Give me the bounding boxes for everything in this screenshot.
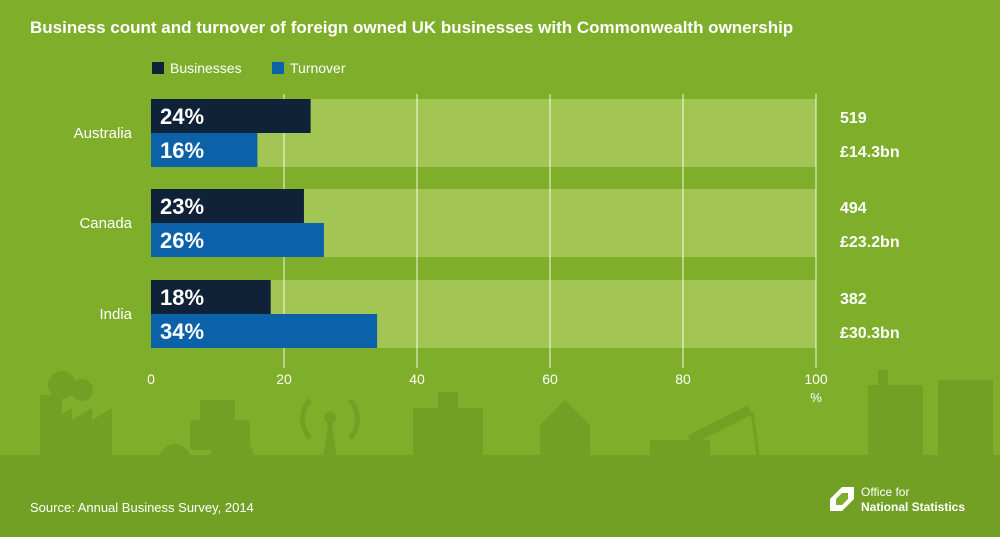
total-label-turnover-australia: £14.3bn [840, 144, 900, 161]
legend-swatch-turnover [272, 62, 284, 74]
total-label-businesses-canada: 494 [840, 200, 867, 217]
legend: Businesses Turnover [152, 60, 346, 76]
x-axis: 0 20 40 60 80 100% [147, 371, 828, 405]
source-note: Source: Annual Business Survey, 2014 [30, 500, 254, 515]
apartment-building-icon [540, 400, 590, 537]
bar-turnover-australia [151, 133, 258, 167]
labels: Australia 24% 519 16% £14.3bn Canada 23% 494 26%… [74, 104, 900, 344]
legend-label-businesses: Businesses [170, 60, 242, 76]
city-buildings-icon [868, 370, 993, 537]
data-label-turnover-canada: 26% [160, 228, 204, 253]
total-label-businesses-australia: 519 [840, 110, 867, 127]
legend-label-turnover: Turnover [290, 60, 346, 76]
legend-swatch-businesses [152, 62, 164, 74]
category-label-australia: Australia [74, 125, 133, 142]
x-tick-label-20: 20 [276, 371, 292, 387]
x-tick-label-0: 0 [147, 371, 155, 387]
x-tick-label-100: 100 [804, 371, 828, 387]
chart-title: Business count and turnover of foreign o… [30, 18, 794, 37]
factory-icon [40, 371, 112, 455]
data-label-turnover-australia: 16% [160, 138, 204, 163]
radio-tower-icon [300, 398, 360, 465]
crane-icon [645, 405, 770, 500]
bar-turnover-canada [151, 223, 324, 257]
bar-businesses-india [151, 280, 271, 314]
x-tick-label-60: 60 [542, 371, 558, 387]
ons-logo-text: Office for National Statistics [861, 485, 965, 515]
total-label-turnover-india: £30.3bn [840, 325, 900, 342]
data-label-businesses-canada: 23% [160, 194, 204, 219]
ons-logo[interactable]: Office for National Statistics [828, 485, 988, 521]
ons-logo-icon [830, 487, 854, 511]
category-label-canada: Canada [79, 215, 132, 232]
total-label-businesses-india: 382 [840, 291, 867, 308]
x-tick-label-40: 40 [409, 371, 425, 387]
bars [151, 99, 378, 348]
logo-line-2: National Statistics [861, 500, 966, 514]
x-tick-label-80: 80 [675, 371, 691, 387]
office-tower-icon [413, 392, 483, 537]
data-label-businesses-australia: 24% [160, 104, 204, 129]
x-axis-unit-label: % [810, 390, 822, 405]
bar-businesses-canada [151, 189, 304, 223]
logo-line-1: Office for [861, 485, 910, 499]
data-label-businesses-india: 18% [160, 285, 204, 310]
bar-turnover-india [151, 314, 378, 348]
data-label-turnover-india: 34% [160, 319, 204, 344]
category-label-india: India [99, 306, 132, 323]
total-label-turnover-canada: £23.2bn [840, 234, 900, 251]
tractor-icon [159, 400, 254, 480]
bar-businesses-australia [151, 99, 311, 133]
